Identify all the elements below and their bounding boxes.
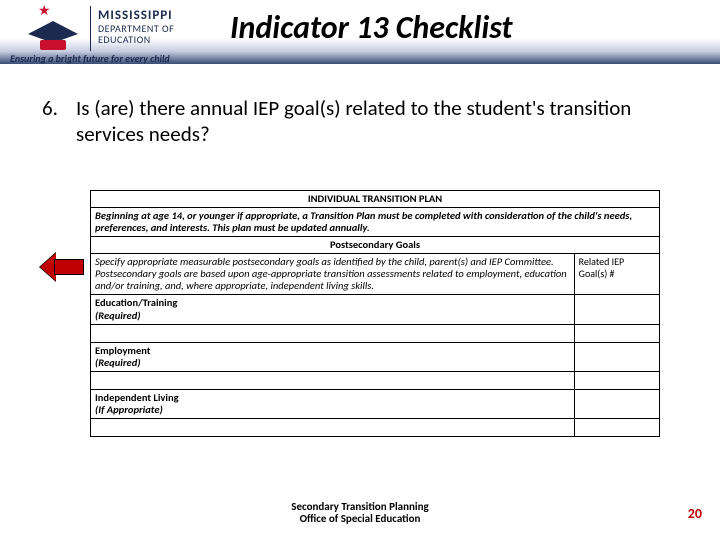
header-bar: ★ MISSISSIPPI DEPARTMENT OF EDUCATION En… [0,0,720,64]
related-col: Related IEP Goal(s) # [574,254,659,295]
logo-line3: EDUCATION [98,33,151,46]
goals-instruction: Specify appropriate measurable postsecon… [91,254,575,295]
footer-line1: Secondary Transition Planning [291,500,428,513]
form-intro: Beginning at age 14, or younger if appro… [91,208,660,237]
grad-cap-icon [28,16,78,46]
slide-title: Indicator 13 Checklist [230,8,513,47]
row-education: Education/Training (Required) [91,295,575,324]
form-section-header: Postsecondary Goals [91,237,660,254]
question-text: Is (are) there annual IEP goal(s) relate… [76,95,678,148]
row-employment: Employment (Required) [91,342,575,371]
footer: Secondary Transition Planning Office of … [0,501,720,526]
tagline: Ensuring a bright future for every child [10,52,170,65]
body: 6. Is (are) there annual IEP goal(s) rel… [42,95,678,148]
footer-line2: Office of Special Education [300,512,421,525]
arrow-icon [40,253,84,281]
question-number: 6. [42,95,58,121]
form-image: INDIVIDUAL TRANSITION PLAN Beginning at … [90,190,660,437]
page-number: 20 [688,505,702,522]
logo-line1: MISSISSIPPI [98,8,173,23]
form-title: INDIVIDUAL TRANSITION PLAN [91,191,660,208]
row-independent-living: Independent Living (If Appropriate) [91,389,575,418]
